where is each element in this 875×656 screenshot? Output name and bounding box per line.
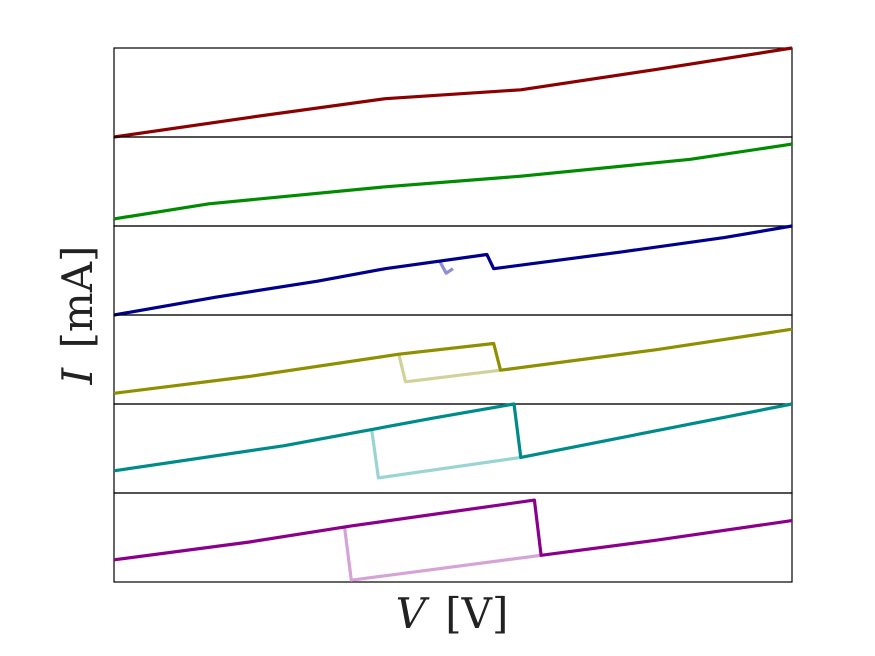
- panel-6-frame: [113, 492, 793, 583]
- panel-4-frame: [113, 314, 793, 405]
- panels-group: [113, 46, 793, 583]
- panel-6-return-sweep: [342, 526, 542, 582]
- panel-2-forward-sweep: [113, 142, 793, 221]
- panel-4-forward-sweep: [113, 327, 793, 395]
- y-axis-label: I [mA]: [53, 246, 102, 386]
- panel-3-return-sweep: [437, 259, 454, 275]
- x-axis-symbol: V: [396, 589, 430, 638]
- panel-5-return-sweep: [370, 428, 522, 480]
- y-axis-symbol: I: [53, 366, 102, 385]
- panel-6-forward-sweep: [113, 498, 793, 562]
- y-axis-unit: [mA]: [53, 246, 102, 349]
- panel-4-return-sweep: [397, 353, 501, 384]
- panel-1-forward-sweep: [113, 46, 793, 139]
- panel-3-forward-sweep: [113, 224, 793, 317]
- x-axis-label: V [V]: [396, 589, 509, 638]
- panel-5-forward-sweep: [113, 402, 793, 473]
- x-axis-unit: [V]: [445, 589, 508, 638]
- panel-5-frame: [113, 403, 793, 494]
